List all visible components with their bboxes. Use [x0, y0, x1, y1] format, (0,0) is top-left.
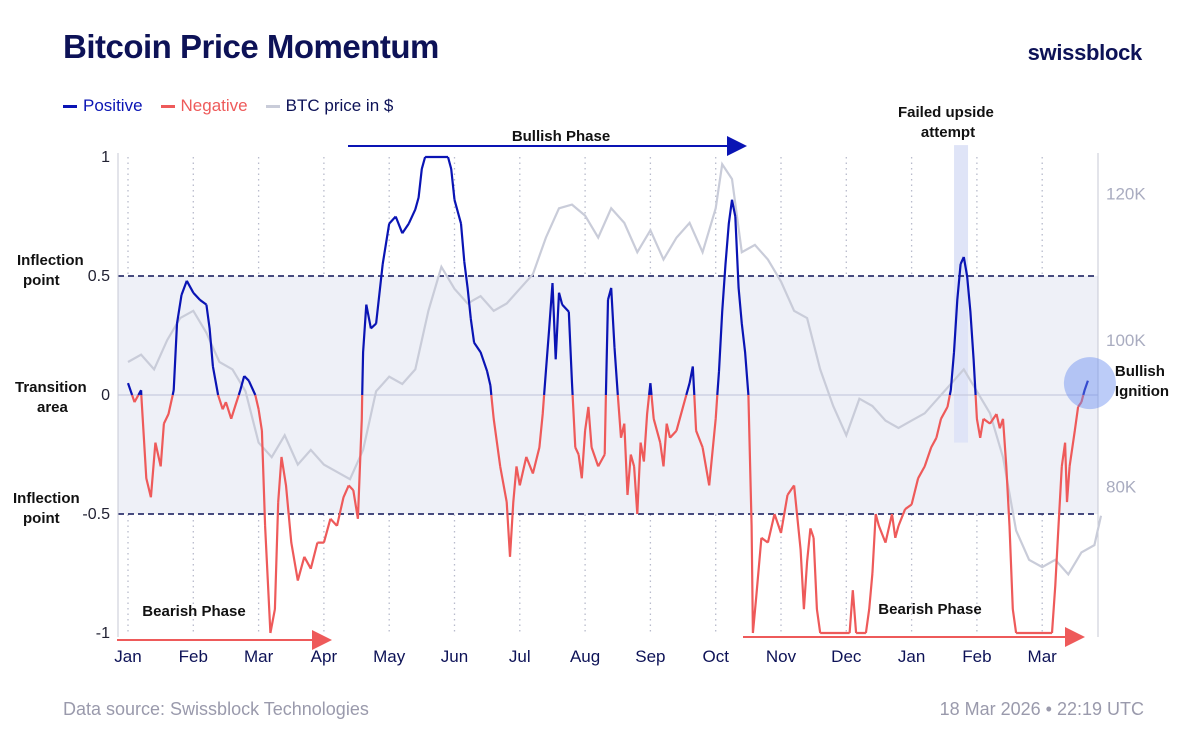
legend-swatch-negative: [160, 104, 175, 108]
legend-label-positive: Positive: [83, 96, 143, 115]
x-tick-label-3: Apr: [311, 647, 338, 666]
inflection-top-line-2: point: [23, 272, 60, 289]
inflection-bottom-label: Inflection point: [13, 490, 84, 527]
x-tick-label-10: Nov: [766, 647, 797, 666]
legend-item-negative: Negative: [160, 96, 248, 116]
legend-item-btc: BTC price in $: [265, 96, 394, 116]
transition-area-label: Transition area: [15, 379, 91, 416]
y-tick-label-2: 0: [101, 387, 110, 404]
bearish-phase-label-1-text: Bearish Phase: [142, 603, 245, 620]
legend: Positive Negative BTC price in $: [63, 96, 393, 116]
legend-label-btc: BTC price in $: [285, 96, 394, 115]
momentum-positive-line: [126, 155, 1089, 396]
x-tick-label-14: Mar: [1028, 647, 1058, 666]
momentum-negative-line: [131, 394, 1085, 635]
transition-area-line-1: Transition: [15, 379, 87, 396]
x-tick-label-13: Feb: [962, 647, 991, 666]
y-tick-label-3: -0.5: [82, 506, 110, 523]
x-tick-label-1: Feb: [179, 647, 208, 666]
bearish-phase-label-1: Bearish Phase: [142, 603, 245, 620]
x-tick-label-12: Jan: [898, 647, 925, 666]
legend-label-negative: Negative: [180, 96, 248, 115]
bullish-ignition-marker: [1063, 357, 1116, 410]
inflection-top-line-1: Inflection: [17, 252, 84, 269]
y-tick-label-1: 0.5: [88, 268, 110, 285]
inflection-top-label: Inflection point: [17, 252, 88, 289]
failed-upside-line-2: attempt: [921, 124, 975, 141]
bullish-phase-label: Bullish Phase: [512, 128, 610, 145]
inflection-bottom-line-2: point: [23, 510, 60, 527]
x-tick-label-7: Aug: [570, 647, 600, 666]
failed-upside-line-1: Failed upside: [898, 104, 994, 121]
y-tick-label-0: 1: [101, 149, 110, 166]
y2-tick-label-0: 120K: [1106, 185, 1146, 204]
bearish-phase-label-2: Bearish Phase: [878, 601, 981, 618]
y-tick-label-4: -1: [96, 625, 110, 642]
page-title: Bitcoin Price Momentum: [63, 28, 439, 65]
x-tick-label-6: Jul: [509, 647, 531, 666]
x-tick-label-8: Sep: [635, 647, 665, 666]
x-tick-label-9: Oct: [702, 647, 729, 666]
data-source-note: Data source: Swissblock Technologies: [63, 699, 369, 719]
x-tick-label-4: May: [373, 647, 406, 666]
bullish-ignition-line-2: Ignition: [1115, 383, 1169, 400]
y2-tick-label-1: 100K: [1106, 331, 1146, 350]
x-tick-label-11: Dec: [831, 647, 862, 666]
btc-price-line: [127, 161, 1103, 577]
brand-logo: swissblock: [1027, 40, 1143, 65]
legend-item-positive: Positive: [63, 96, 143, 116]
timestamp: 18 Mar 2026 • 22:19 UTC: [939, 699, 1144, 719]
x-tick-label-2: Mar: [244, 647, 274, 666]
x-tick-label-0: Jan: [114, 647, 141, 666]
inflection-bottom-line-1: Inflection: [13, 490, 80, 507]
legend-swatch-positive: [63, 104, 77, 108]
bearish-phase-label-2-text: Bearish Phase: [878, 601, 981, 618]
transition-area-line-2: area: [37, 399, 69, 416]
failed-upside-label: Failed upside attempt: [898, 104, 998, 141]
legend-swatch-btc: [265, 104, 280, 108]
failed-attempt-highlight: [954, 145, 969, 443]
bullish-ignition-label: Bullish Ignition: [1115, 363, 1169, 400]
bullish-ignition-line-1: Bullish: [1115, 363, 1165, 380]
y2-tick-label-2: 80K: [1106, 478, 1137, 497]
x-tick-label-5: Jun: [441, 647, 468, 666]
